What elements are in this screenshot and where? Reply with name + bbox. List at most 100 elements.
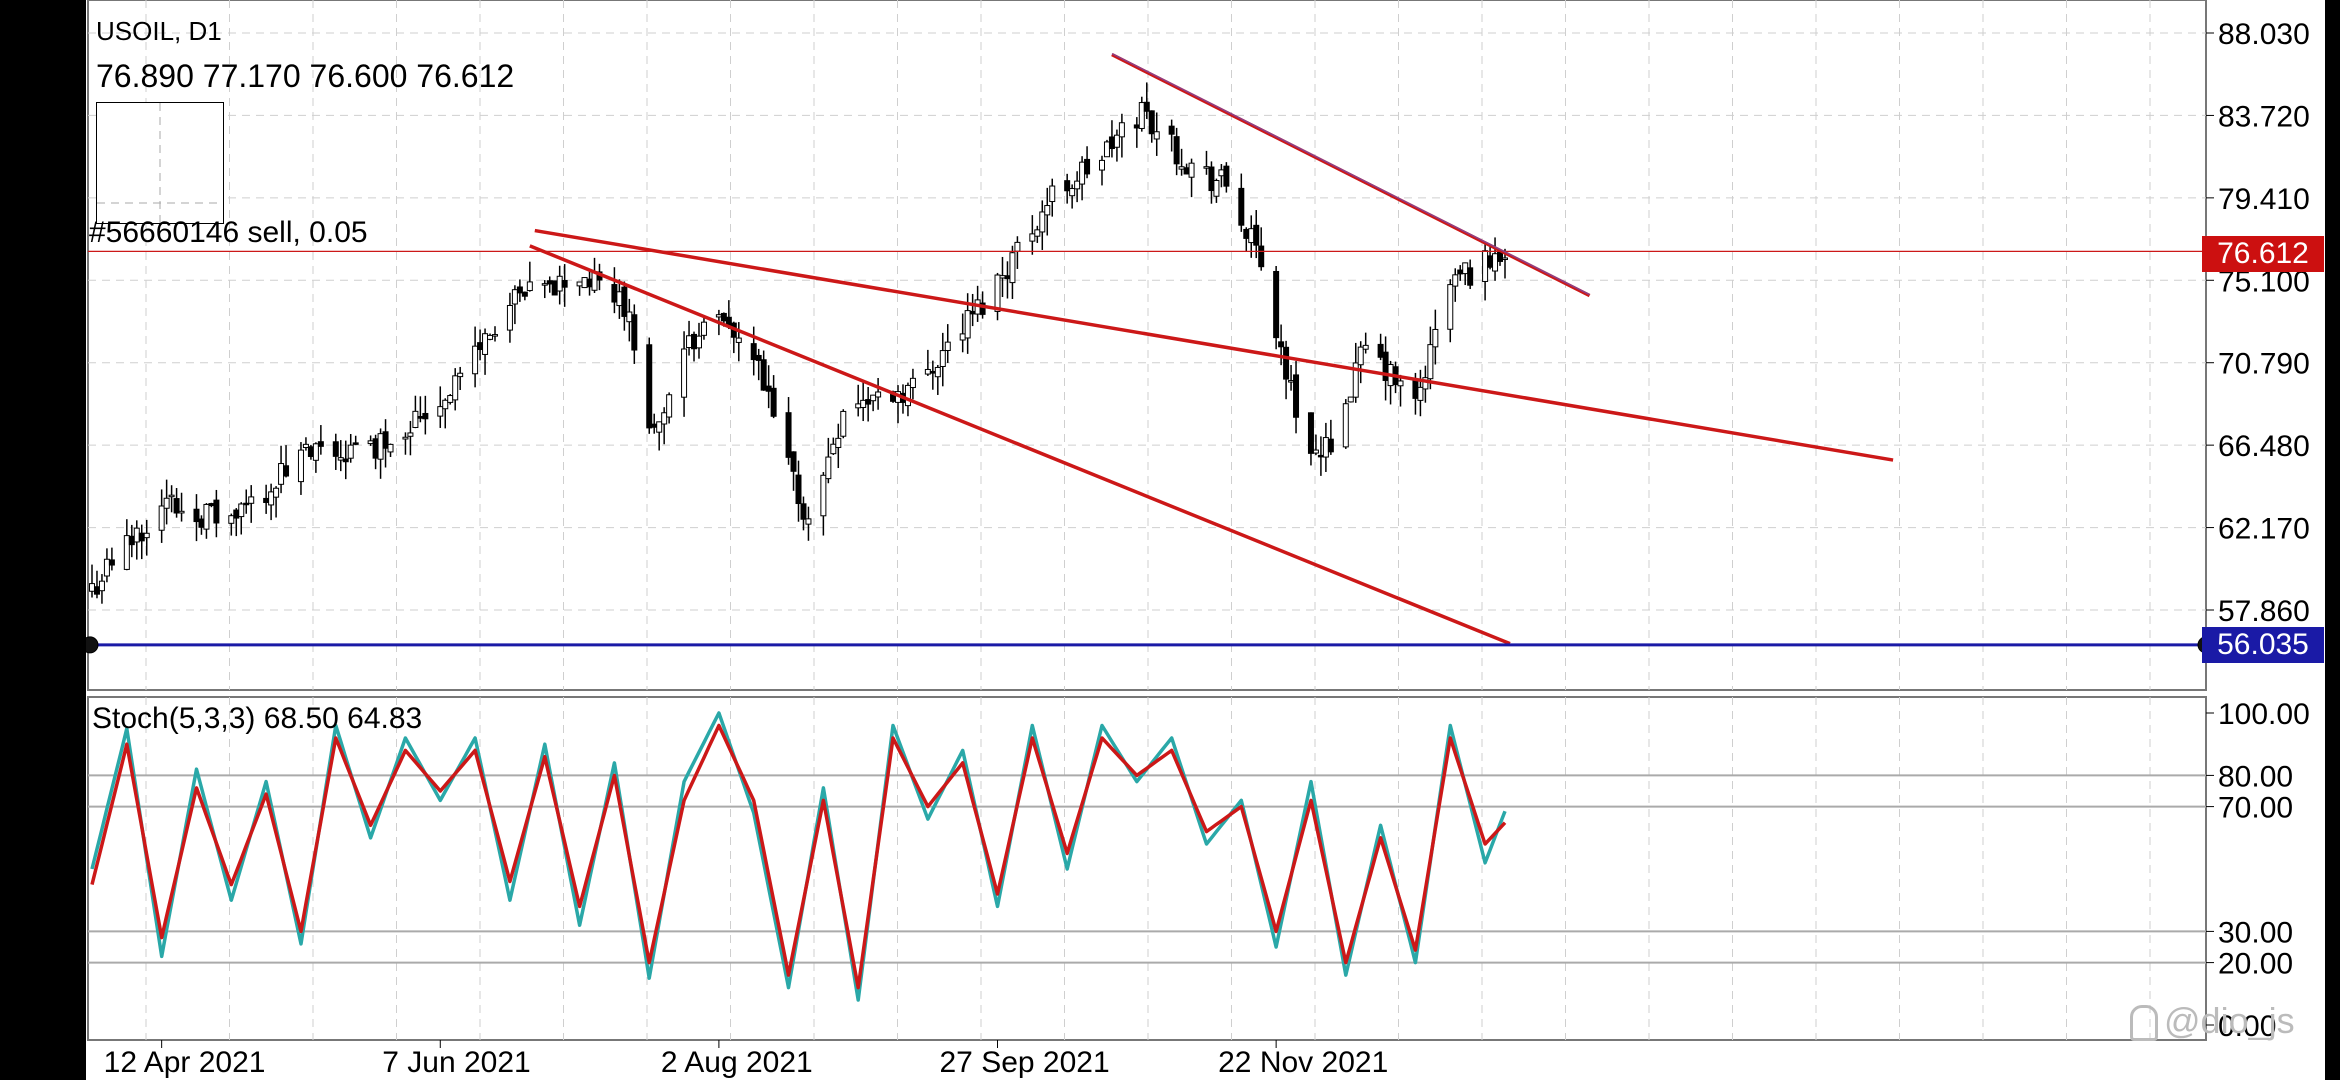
candle-body [173,498,180,514]
candle-body [770,387,777,417]
candle-body [681,348,688,398]
candle-body [691,333,698,350]
candle-body [1069,188,1076,197]
stoch-tick-label: 0.00 [2218,1010,2276,1043]
watermark-text: @dio_js [2164,1000,2295,1041]
candle-body [1357,346,1364,366]
candle-body [1034,229,1041,237]
candle-body [1422,377,1429,390]
candle-body [158,505,165,531]
candle-body [1283,346,1290,380]
price-tick-label: 57.860 [2218,595,2310,628]
candle-body [830,443,837,455]
candle-body [586,278,593,288]
candle-body [964,310,971,339]
price-tick-label: 66.480 [2218,430,2310,463]
trendline [534,228,1894,462]
candle-body [611,284,618,303]
right-edge-bar [2325,0,2340,1080]
candle-body [1138,102,1145,129]
candle-body [437,406,444,417]
candle-body [969,310,976,315]
price-tick-label: 83.720 [2218,100,2310,133]
candle-body [511,289,518,305]
candle-body [412,410,419,428]
candle-body [1049,185,1056,203]
candle-body [800,503,807,520]
candle-body [317,441,324,447]
candle-body [337,457,344,461]
candle-body [133,527,140,543]
candle-body [492,334,499,337]
stoch-tick-label: 30.00 [2218,916,2293,949]
candle-body [720,312,727,322]
candle-body [108,559,115,566]
candle-body [1352,362,1359,398]
price-tick-label: 62.170 [2218,513,2310,546]
candle-body [382,431,389,449]
price-panel-frame [87,0,2207,691]
candle-body [795,474,802,505]
candle-body [840,410,847,437]
chart-window-thumbnail[interactable] [96,102,224,224]
candle-body [631,314,638,351]
candle-body [477,342,484,351]
candle-body [1113,134,1120,148]
candle-body [1153,131,1160,140]
candle-body [860,399,867,408]
candle-body [1502,257,1508,260]
candle-body [1133,124,1140,129]
candle-body [700,321,707,336]
candle-body [1347,396,1354,403]
candle-body [1039,211,1046,233]
candle-body [297,449,304,483]
candle-body [332,441,339,457]
candle-body [1377,343,1384,358]
candle-body [875,391,882,398]
candle-body [93,586,100,595]
candle-body [407,432,414,437]
candle-body [855,403,862,409]
candle-body [1492,253,1499,272]
stoch-tick-label: 80.00 [2218,760,2293,793]
candle-body [128,535,135,546]
candle-body [472,345,479,375]
candle-body [1218,169,1225,177]
candle-body [516,286,523,294]
symbol-label: USOIL, D1 [96,16,222,46]
candle-body [89,583,95,592]
candle-body [1203,166,1210,169]
thumbnail-icon [97,103,223,223]
candle-body [447,395,454,403]
candle-body [1452,274,1459,287]
candle-body [1118,122,1125,138]
candle-body [268,491,275,506]
candle-body [178,510,185,514]
candle-body [367,440,374,445]
price-tick-label: 79.410 [2218,183,2310,216]
candle-body [944,341,951,351]
candle-body [755,354,762,361]
candle-body [302,443,309,449]
candle-body [98,580,105,592]
time-tick-label: 27 Sep 2021 [940,1046,1110,1079]
candle-body [1462,262,1469,275]
candle-body [521,291,528,297]
candle-body [929,370,936,374]
time-tick-label: 12 Apr 2021 [104,1046,266,1079]
candle-body [1258,245,1265,268]
candle-body [248,496,255,504]
candle-body [347,444,354,459]
candle-body [785,412,792,458]
stoch-k-line [90,711,1507,1002]
candle-body [1248,228,1255,244]
candle-body [959,333,966,341]
candle-body [1243,228,1250,239]
time-tick-label: 7 Jun 2021 [382,1046,530,1079]
candle-body [1432,328,1439,348]
candle-body [556,275,563,292]
candle-body [402,436,409,440]
candle-body [278,463,285,485]
candle-body [1273,270,1280,339]
